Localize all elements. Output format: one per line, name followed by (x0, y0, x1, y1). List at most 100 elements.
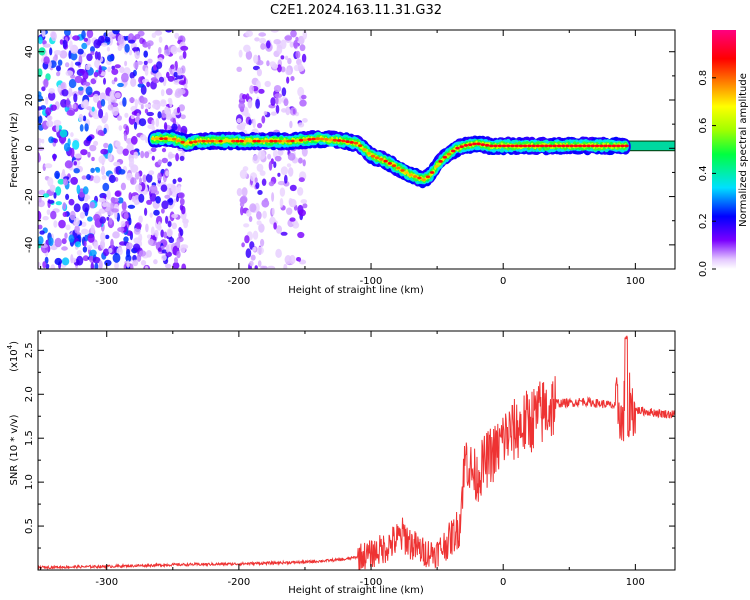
ridge-peak (269, 139, 274, 143)
ridge-peak (387, 162, 392, 165)
noise-blob (289, 217, 296, 222)
noise-blob (66, 109, 75, 116)
noise-blob (141, 97, 148, 104)
noise-blob (72, 35, 80, 41)
ridge-peak (298, 138, 304, 142)
ridge-peak (429, 171, 435, 174)
noise-blob (301, 147, 308, 157)
noise-blob (165, 88, 173, 96)
noise-blob (161, 157, 168, 164)
noise-blob (38, 36, 43, 45)
noise-blob (86, 106, 92, 111)
noise-blob (286, 163, 292, 168)
noise-blob (297, 187, 304, 196)
noise-blob (50, 104, 57, 111)
noise-blob (236, 66, 242, 73)
noise-blob (49, 184, 56, 192)
noise-blob (125, 125, 130, 135)
noise-blob (133, 121, 138, 130)
noise-blob (68, 234, 75, 243)
noise-blob (110, 196, 116, 203)
noise-blob (54, 257, 63, 266)
noise-blob (240, 206, 244, 216)
colorbar-tick-label: 0.8 (698, 70, 709, 86)
noise-blob (261, 115, 266, 124)
noise-blob (288, 198, 297, 208)
noise-blob (90, 262, 94, 269)
noise-blob (252, 118, 256, 129)
noise-blob (90, 224, 95, 235)
noise-blob (286, 76, 290, 84)
noise-blob (182, 50, 187, 59)
noise-blob (87, 151, 91, 158)
ridge-peak (155, 137, 160, 141)
noise-blob (243, 223, 250, 228)
ridge-peak (332, 138, 337, 142)
noise-blob (151, 119, 155, 127)
ridge-peak (556, 144, 562, 148)
svg-text:(x104): (x104) (6, 341, 20, 372)
y-tick-label: 0.5 (24, 518, 35, 534)
noise-blob (271, 63, 279, 70)
noise-blob (267, 153, 272, 160)
ridge-peak (577, 144, 583, 148)
noise-blob (94, 59, 100, 68)
noise-blob (105, 95, 110, 101)
noise-blob (254, 177, 258, 183)
noise-blob (108, 143, 113, 154)
snr-line-layer (38, 335, 675, 570)
ridge-peak (383, 159, 388, 163)
noise-blob (295, 50, 301, 59)
noise-blob (159, 100, 167, 107)
noise-blob (129, 263, 134, 269)
noise-blob (158, 47, 162, 55)
noise-blob (144, 265, 149, 269)
noise-blob (118, 125, 123, 131)
noise-blob (108, 217, 113, 225)
noise-blob (236, 188, 243, 197)
noise-blob (100, 165, 106, 176)
noise-blob (65, 70, 74, 77)
ridge-peak (522, 144, 528, 148)
noise-blob (117, 44, 123, 52)
noise-blob (134, 200, 139, 206)
noise-blob (109, 174, 116, 184)
noise-blob (43, 78, 49, 88)
noise-blob (77, 48, 84, 55)
noise-blob (83, 240, 87, 247)
ridge-peak (171, 137, 177, 141)
snr-panel: -300 -200 -100 0 100 0.5 1.0 1.5 2.0 2.5 Height … (6, 330, 676, 596)
noise-blob (74, 61, 81, 66)
top-x-axis-label: Height of straight line (km) (288, 285, 424, 296)
ridge-peak (273, 139, 278, 143)
noise-blob (83, 99, 90, 108)
noise-blob (160, 184, 168, 192)
noise-blob (163, 231, 167, 239)
noise-blob (180, 45, 189, 51)
noise-blob (117, 82, 124, 88)
noise-blob (258, 88, 265, 94)
ridge-peak (391, 164, 397, 168)
noise-blob (138, 233, 143, 242)
noise-blob (53, 138, 58, 144)
noise-blob (238, 102, 245, 110)
noise-blob (41, 30, 46, 38)
noise-blob (165, 244, 170, 253)
noise-blob (80, 221, 87, 227)
noise-blob (61, 238, 67, 245)
ridge-peak (451, 149, 456, 153)
noise-blob (90, 51, 95, 56)
ridge-peak (489, 144, 494, 148)
noise-blob (38, 142, 41, 147)
noise-blob (154, 30, 163, 36)
noise-blob (260, 238, 265, 247)
noise-blob (45, 263, 50, 269)
noise-blob (179, 55, 184, 60)
ridge-peak (565, 144, 570, 148)
noise-blob (273, 161, 277, 169)
y-scale-exponent: 4 (6, 344, 14, 349)
noise-blob (275, 96, 279, 105)
noise-blob (177, 177, 183, 183)
noise-blob (255, 182, 260, 190)
noise-blob (94, 51, 99, 60)
